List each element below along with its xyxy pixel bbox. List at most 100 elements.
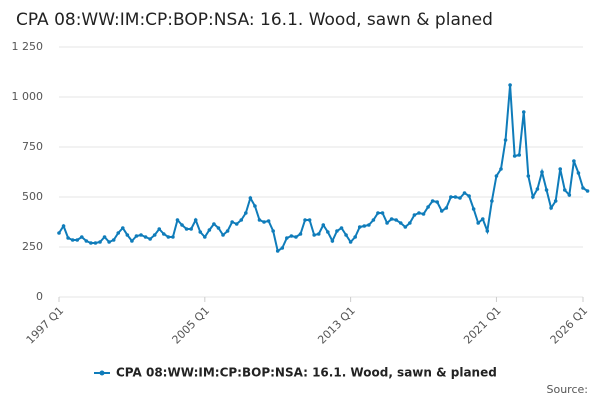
point bbox=[120, 226, 125, 230]
point bbox=[458, 196, 462, 200]
y-tick-label: 1 000 bbox=[12, 90, 44, 103]
point bbox=[244, 211, 248, 215]
chart-title: CPA 08:WW:IM:CP:BOP:NSA: 16.1. Wood, saw… bbox=[16, 10, 493, 30]
point bbox=[330, 239, 335, 243]
point bbox=[453, 195, 458, 199]
point bbox=[257, 218, 262, 222]
point bbox=[162, 232, 166, 236]
point bbox=[189, 227, 193, 231]
point bbox=[376, 211, 380, 215]
point bbox=[558, 167, 563, 171]
point bbox=[499, 167, 503, 171]
point bbox=[362, 224, 367, 228]
point bbox=[193, 218, 198, 222]
point bbox=[417, 211, 421, 215]
point bbox=[426, 205, 430, 209]
point bbox=[152, 233, 157, 237]
point bbox=[494, 174, 499, 178]
point bbox=[567, 193, 572, 197]
point bbox=[289, 234, 294, 238]
point bbox=[467, 194, 471, 198]
y-tick-label: 1 250 bbox=[12, 40, 44, 53]
point bbox=[312, 233, 316, 237]
point bbox=[207, 228, 212, 232]
point bbox=[581, 186, 585, 190]
point bbox=[139, 233, 143, 237]
point bbox=[403, 225, 408, 229]
point bbox=[275, 249, 280, 253]
point bbox=[280, 246, 285, 250]
point bbox=[125, 233, 130, 237]
point bbox=[248, 196, 253, 200]
point bbox=[339, 226, 344, 230]
point bbox=[585, 189, 590, 193]
point bbox=[439, 209, 444, 213]
point bbox=[344, 233, 348, 237]
point bbox=[512, 154, 517, 158]
point bbox=[225, 229, 230, 233]
point bbox=[562, 188, 567, 192]
point bbox=[348, 240, 353, 244]
point bbox=[367, 223, 371, 227]
point bbox=[476, 221, 481, 225]
point bbox=[521, 110, 526, 114]
point bbox=[576, 171, 581, 175]
point bbox=[130, 239, 134, 243]
point bbox=[175, 218, 180, 222]
point bbox=[212, 222, 216, 226]
point bbox=[371, 218, 376, 222]
point bbox=[253, 204, 257, 208]
point bbox=[271, 229, 275, 233]
point bbox=[394, 218, 398, 222]
point bbox=[184, 227, 189, 231]
point bbox=[216, 226, 221, 230]
point bbox=[526, 174, 531, 178]
point bbox=[102, 235, 107, 239]
point bbox=[462, 191, 467, 195]
point bbox=[166, 235, 171, 239]
point bbox=[234, 222, 239, 226]
point bbox=[553, 199, 558, 203]
point bbox=[412, 213, 417, 217]
point bbox=[230, 220, 234, 224]
point bbox=[449, 195, 453, 199]
point bbox=[398, 221, 403, 225]
point bbox=[316, 232, 321, 236]
point bbox=[385, 221, 389, 225]
point bbox=[57, 231, 61, 235]
point bbox=[430, 199, 435, 203]
point bbox=[535, 187, 540, 191]
point bbox=[70, 238, 75, 242]
x-tick-label: 2005 Q1 bbox=[170, 304, 213, 347]
point bbox=[157, 227, 162, 231]
point bbox=[171, 235, 175, 239]
point bbox=[98, 240, 102, 244]
point bbox=[294, 235, 298, 239]
point bbox=[435, 200, 439, 204]
x-tick-label: 2021 Q1 bbox=[461, 304, 504, 347]
legend-marker bbox=[99, 370, 105, 376]
point bbox=[444, 206, 449, 210]
point bbox=[298, 232, 303, 236]
point bbox=[89, 241, 93, 245]
y-tick-label: 250 bbox=[22, 240, 43, 253]
x-tick-label: 1997 Q1 bbox=[24, 304, 67, 347]
x-tick-label: 2026 Q1 bbox=[548, 304, 591, 347]
point bbox=[485, 229, 490, 233]
point bbox=[421, 212, 426, 216]
legend-label: CPA 08:WW:IM:CP:BOP:NSA: 16.1. Wood, saw… bbox=[116, 366, 497, 380]
point bbox=[503, 138, 508, 142]
source: Source: bbox=[547, 383, 589, 396]
point bbox=[540, 170, 544, 174]
x-tick-label: 2013 Q1 bbox=[315, 304, 358, 347]
point bbox=[107, 240, 111, 244]
point bbox=[198, 230, 203, 234]
point bbox=[61, 224, 66, 228]
point bbox=[335, 229, 339, 233]
point bbox=[239, 218, 244, 222]
point bbox=[321, 223, 326, 227]
point bbox=[203, 235, 207, 239]
point bbox=[148, 237, 152, 241]
point bbox=[508, 83, 512, 87]
